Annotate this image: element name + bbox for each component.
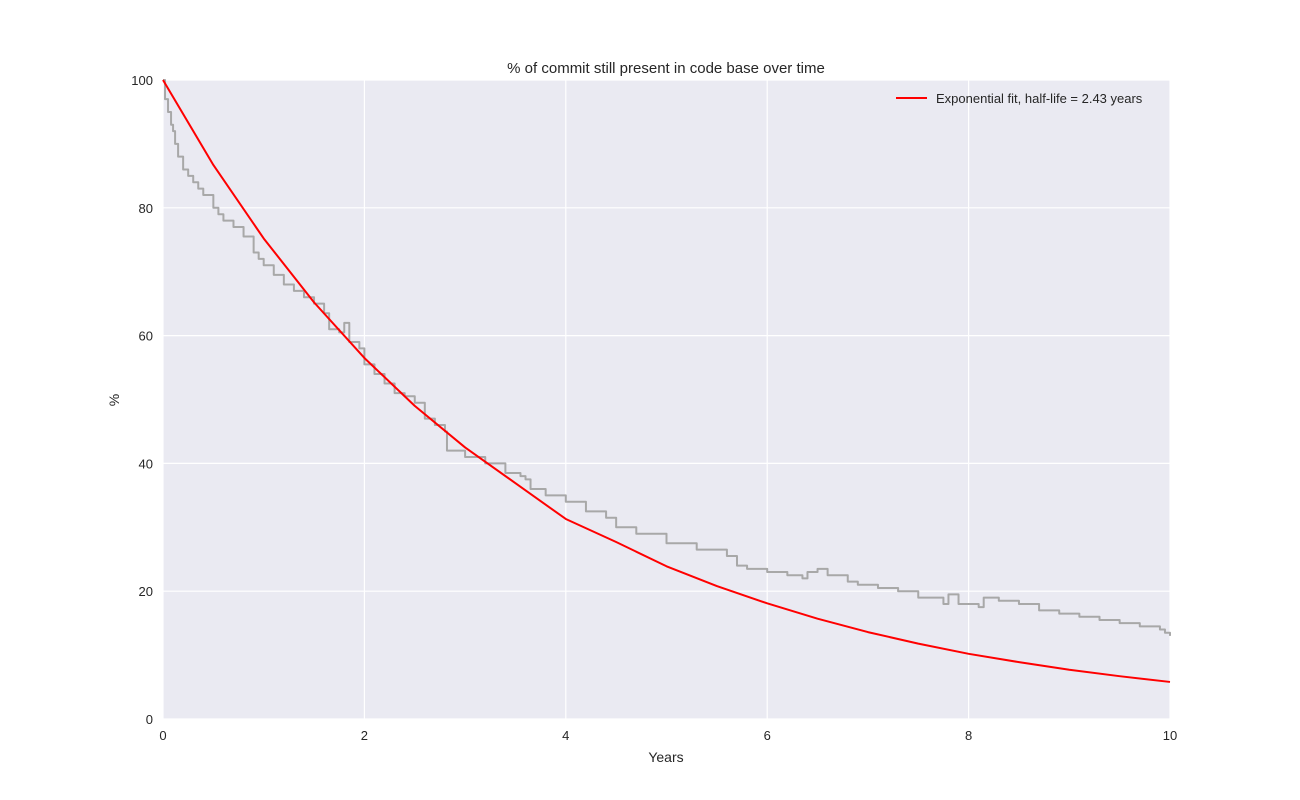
y-tick-label: 80 (139, 201, 153, 216)
y-axis-label: % (106, 394, 122, 406)
x-tick-label: 8 (965, 728, 972, 743)
y-tick-label: 60 (139, 329, 153, 344)
x-axis-label: Years (648, 749, 683, 765)
series-layer (162, 79, 1171, 683)
y-tick-label: 100 (131, 73, 153, 88)
legend-label-fit: Exponential fit, half-life = 2.43 years (936, 91, 1143, 106)
observed-series-line (163, 79, 1171, 636)
x-tick-label: 6 (764, 728, 771, 743)
legend: Exponential fit, half-life = 2.43 years (896, 91, 1143, 106)
x-axis-ticks: 0 2 4 6 8 10 (159, 728, 1177, 743)
plot-background (163, 80, 1170, 719)
y-tick-label: 0 (146, 712, 153, 727)
x-tick-label: 0 (159, 728, 166, 743)
fit-series-line (162, 79, 1171, 683)
chart-title: % of commit still present in code base o… (507, 60, 825, 77)
grid (162, 79, 1171, 720)
x-tick-label: 2 (361, 728, 368, 743)
y-tick-label: 40 (139, 456, 153, 471)
y-tick-label: 20 (139, 584, 153, 599)
y-axis-ticks: 0 20 40 60 80 100 (131, 73, 153, 727)
x-tick-label: 10 (1163, 728, 1177, 743)
x-tick-label: 4 (562, 728, 569, 743)
